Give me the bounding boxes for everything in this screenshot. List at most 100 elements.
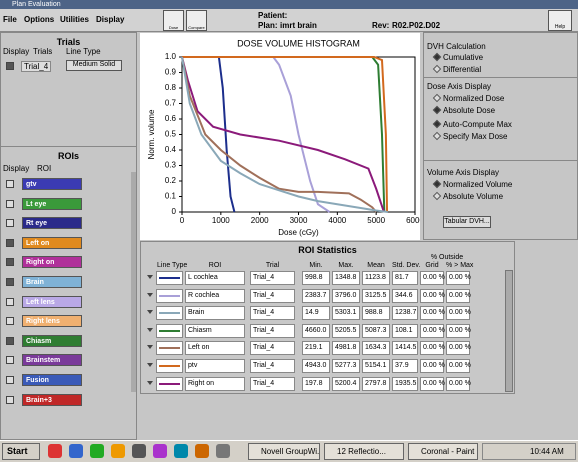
dvh-chart: DOSE VOLUME HISTOGRAM 0 0.1 0.2 0.3 0.4 0.5 0.6… [140,33,420,240]
line-sample-stroke [159,294,180,297]
y-tick-label: 0.2 [165,176,177,185]
taskbar-task[interactable]: Novell GroupWi... [248,443,320,460]
stats-cell: 998.8 [302,271,330,285]
patient-label: Patient: [258,11,288,20]
toolbar-button[interactable]: Compare [186,10,207,31]
quick-launch-icon[interactable] [111,444,125,458]
quick-launch-icon[interactable] [132,444,146,458]
option-group-title: Dose Axis Display [427,82,492,91]
stats-header: Std. Dev. [392,262,421,269]
option-group-title: DVH Calculation [427,42,486,51]
trials-header: Line Type [66,47,101,56]
checkbox[interactable] [6,336,14,345]
quick-launch-icon[interactable] [216,444,230,458]
y-tick-label: 0.6 [165,114,177,123]
roi-label[interactable]: Lt eye [22,197,82,210]
stats-cell: 0.00 % [420,359,445,373]
radio-label[interactable]: Specify Max Dose [443,132,508,141]
x-tick-label: 6000 [406,216,420,225]
title-bar [0,0,578,9]
start-button[interactable]: Start [2,443,40,460]
checkbox[interactable] [6,180,14,188]
stats-cell: Chiasm [185,323,245,338]
quick-launch-icon[interactable] [48,444,62,458]
stats-cell: 0.00 % [420,271,445,285]
stats-cell: 0.00 % [446,341,471,356]
checkbox[interactable] [6,278,14,286]
menu-item[interactable]: File [3,15,17,24]
roi-label[interactable]: Brainstem [22,354,82,367]
left-panel [0,32,137,440]
checkbox[interactable] [6,219,14,228]
row-arrow[interactable] [147,380,153,385]
radio-label[interactable]: Auto-Compute Max [443,120,512,129]
rois-title: ROIs [57,151,79,161]
radio-label[interactable]: Cumulative [443,53,484,62]
row-arrow[interactable] [147,275,153,279]
stats-cell: 1348.8 [332,271,360,285]
radio-label[interactable]: Differential [443,65,482,74]
x-tick-label: 3000 [290,216,308,225]
checkbox[interactable] [6,238,14,247]
y-tick-label: 0.4 [165,145,177,154]
toolbar-button[interactable]: Dose [163,10,184,31]
tabular-dvh-button[interactable]: Tabular DVH... [443,216,491,228]
quick-launch-icon[interactable] [195,444,209,458]
checkbox[interactable] [6,258,14,267]
taskbar-task[interactable]: 12 Reflectio... [324,443,404,460]
row-arrow[interactable] [147,345,153,350]
menu-item[interactable]: Options [24,15,55,24]
row-arrow[interactable] [147,363,153,367]
roi-label[interactable]: Rt eye [22,217,82,230]
roi-label[interactable]: Right lens [22,315,82,328]
roi-label[interactable]: gtv [22,178,82,190]
stats-cell: 4981.8 [332,341,360,356]
stats-cell: 5277.3 [332,359,360,373]
line-type-button[interactable]: Medium Solid [66,60,122,71]
checkbox[interactable] [6,395,14,404]
quick-launch-icon[interactable] [90,444,104,458]
roi-label[interactable]: Chiasm [22,334,82,347]
help-button[interactable]: Help [548,10,572,31]
radio-label[interactable]: Normalized Volume [443,180,513,189]
roi-label[interactable]: Fusion [22,374,82,386]
stats-cell: 3125.5 [362,288,390,303]
stats-cell: 0.00 % [420,376,445,391]
taskbar-task[interactable]: Coronal - Paint [408,443,478,460]
stats-cell: ptv [185,359,245,373]
roi-label[interactable]: Right on [22,256,82,269]
quick-launch-icon[interactable] [153,444,167,458]
stats-cell: 0.00 % [420,306,445,321]
roi-label[interactable]: Left on [22,236,82,249]
roi-label[interactable]: Left lens [22,295,82,308]
quick-launch-icon[interactable] [69,444,83,458]
radio-label[interactable]: Normalized Dose [443,94,505,103]
menu-item[interactable]: Display [96,15,125,24]
checkbox[interactable] [6,62,14,70]
line-sample-stroke [159,365,180,367]
help-label: Help [554,24,566,30]
roi-label[interactable]: Brain [22,276,82,288]
dvh-curve [182,56,389,213]
clock: 10:44 AM [530,447,564,456]
quick-launch-icon[interactable] [174,444,188,458]
row-arrow[interactable] [147,327,153,332]
line-sample-stroke [159,277,180,279]
row-arrow[interactable] [147,292,153,297]
menu-item[interactable]: Utilities [60,15,89,24]
checkbox[interactable] [6,356,14,365]
menu-bar [0,9,578,32]
y-tick-label: 0.5 [165,130,177,139]
stats-header: Min. [309,262,323,269]
stats-cell: 5205.5 [332,323,360,338]
checkbox[interactable] [6,376,14,384]
radio-label[interactable]: Absolute Dose [443,106,496,115]
checkbox[interactable] [6,297,14,306]
checkbox[interactable] [6,317,14,326]
roi-label[interactable]: Brain+3 [22,393,82,406]
checkbox[interactable] [6,199,14,208]
stats-cell: 2383.7 [302,288,330,303]
y-tick-label: 0.9 [165,68,177,77]
row-arrow[interactable] [147,310,153,315]
radio-label[interactable]: Absolute Volume [443,192,504,201]
